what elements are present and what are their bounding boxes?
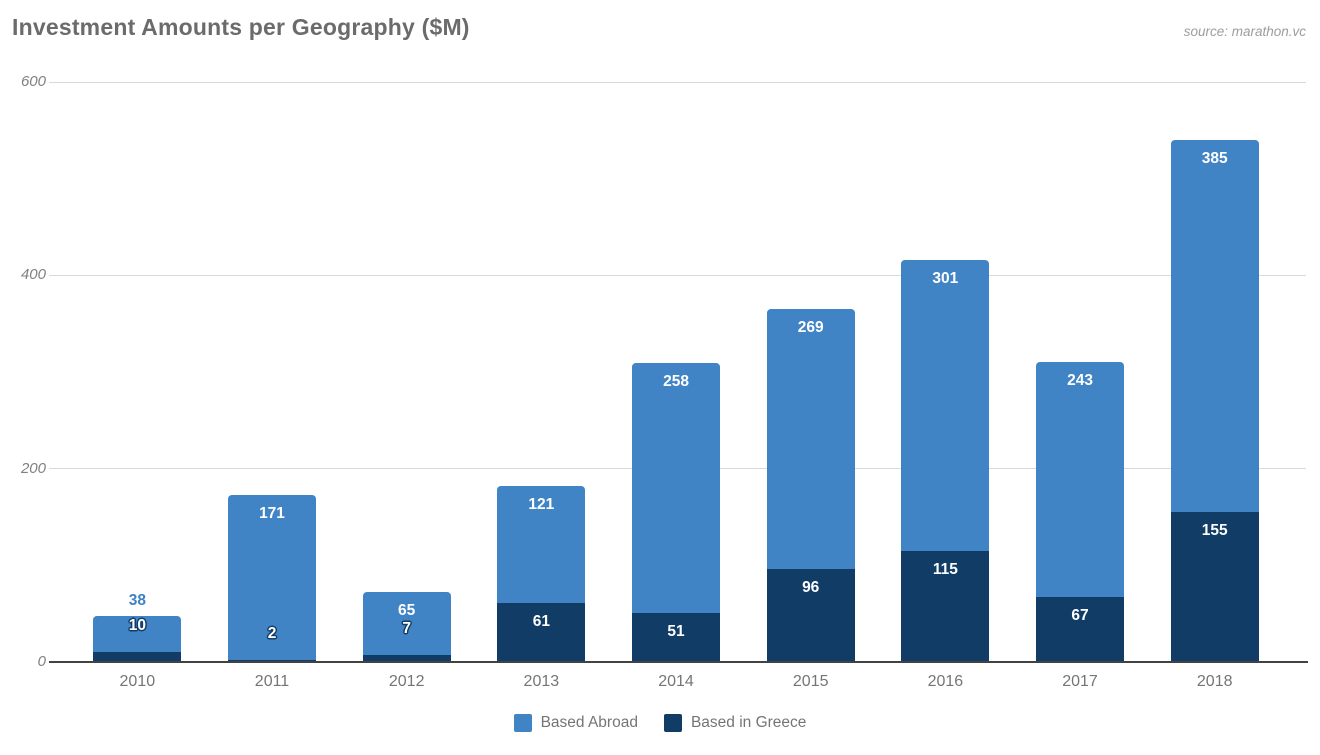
bar-segment-greece-2016[interactable] <box>901 550 990 662</box>
bar-2018 <box>1170 140 1259 662</box>
legend: Based Abroad Based in Greece <box>0 714 1320 732</box>
x-tick-label-2018: 2018 <box>1196 673 1233 690</box>
bar-segment-abroad-2014[interactable] <box>632 363 721 613</box>
x-tick-label-2011: 2011 <box>254 673 290 690</box>
y-tick-label-0: 0 <box>37 653 46 670</box>
bar-value-abroad-2013: 121 <box>528 496 555 514</box>
bar-value-greece-2012: 7 <box>402 620 411 638</box>
bar-value-abroad-2016: 301 <box>932 269 959 287</box>
legend-label: Based Abroad <box>540 714 638 731</box>
bar-value-greece-2016: 115 <box>932 560 958 578</box>
bar-segment-abroad-2018[interactable] <box>1170 140 1259 513</box>
bar-2013 <box>497 486 586 662</box>
bar-segment-abroad-2010[interactable] <box>93 615 182 653</box>
bar-value-abroad-2014: 258 <box>663 373 689 391</box>
x-axis-baseline <box>49 661 1308 663</box>
plot-area: 38 10 171 2 65 7 121 61 258 51 269 96 301 115 243 67 385… <box>70 82 1282 662</box>
bar-group-2017: 243 67 <box>1013 82 1148 662</box>
bar-2016 <box>901 259 990 662</box>
bar-value-greece-2017: 67 <box>1071 607 1089 625</box>
y-tick-label-400: 400 <box>20 266 46 284</box>
bar-value-abroad-2017: 243 <box>1067 372 1093 390</box>
bar-group-2012: 65 7 <box>339 82 474 662</box>
x-axis-labels: 2010 2011 2012 2013 2014 2015 2016 2017 2018 <box>70 672 1282 692</box>
bar-segment-greece-2018[interactable] <box>1170 512 1259 662</box>
y-tick-label-600: 600 <box>20 73 46 90</box>
chart-title: Investment Amounts per Geography ($M) <box>12 14 470 40</box>
bar-segment-greece-2014[interactable] <box>632 612 721 662</box>
bar-segment-abroad-2017[interactable] <box>1036 362 1125 598</box>
bar-value-greece-2011: 2 <box>267 625 277 643</box>
x-tick-label-2017: 2017 <box>1062 673 1098 690</box>
bar-group-2014: 258 51 <box>609 82 744 662</box>
bar-value-greece-2010: 10 <box>128 617 146 635</box>
legend-item-based-in-greece: Based in Greece <box>663 714 807 732</box>
bar-value-abroad-2015: 269 <box>797 319 824 337</box>
legend-swatch-icon <box>513 714 532 732</box>
bar-value-abroad-2018: 385 <box>1201 150 1228 167</box>
x-tick-label-2012: 2012 <box>388 673 425 690</box>
bar-group-2015: 269 96 <box>743 82 878 662</box>
bar-segment-abroad-2012[interactable] <box>362 592 451 656</box>
bar-segment-abroad-2016[interactable] <box>901 259 990 551</box>
bar-value-abroad-2010: 38 <box>128 591 146 609</box>
bar-value-greece-2013: 61 <box>532 613 550 631</box>
bar-segment-abroad-2013[interactable] <box>497 486 586 604</box>
bar-group-2010: 38 10 <box>70 82 205 662</box>
bar-value-abroad-2012: 65 <box>398 602 416 620</box>
bar-group-2018: 385 155 <box>1147 82 1282 662</box>
bar-segment-greece-2010[interactable] <box>93 652 182 662</box>
legend-label: Based in Greece <box>690 714 807 731</box>
bar-2014 <box>632 363 721 662</box>
bar-segment-greece-2017[interactable] <box>1036 597 1125 662</box>
bar-group-2013: 121 61 <box>474 82 609 662</box>
bar-value-greece-2015: 96 <box>802 579 820 597</box>
bar-value-greece-2014: 51 <box>667 622 685 640</box>
y-tick-label-200: 200 <box>20 459 46 477</box>
bar-segment-greece-2012[interactable] <box>362 655 451 662</box>
x-tick-label-2015: 2015 <box>792 673 829 690</box>
bar-group-2016: 301 115 <box>878 82 1013 662</box>
x-tick-label-2014: 2014 <box>658 673 694 690</box>
x-tick-label-2013: 2013 <box>523 673 560 690</box>
bar-value-greece-2018: 155 <box>1201 522 1228 540</box>
bar-value-abroad-2011: 171 <box>259 504 285 522</box>
chart-source-credit: source: marathon.vc <box>1183 24 1306 39</box>
legend-swatch-icon <box>663 714 682 732</box>
bar-segment-abroad-2011[interactable] <box>228 494 316 661</box>
legend-item-based-abroad: Based Abroad <box>513 714 638 732</box>
grid-line-400 <box>49 274 1306 276</box>
bar-2017 <box>1036 362 1125 662</box>
x-tick-label-2010: 2010 <box>119 673 156 690</box>
bar-segment-greece-2013[interactable] <box>497 603 586 662</box>
bar-2015 <box>766 309 855 662</box>
bar-2010 <box>93 615 182 662</box>
bar-segment-greece-2015[interactable] <box>766 569 855 662</box>
x-tick-label-2016: 2016 <box>927 673 964 690</box>
bar-2012 <box>362 592 451 662</box>
bar-group-2011: 171 2 <box>205 82 340 662</box>
bar-segment-abroad-2015[interactable] <box>766 309 855 570</box>
grid-line-600 <box>49 81 1306 83</box>
